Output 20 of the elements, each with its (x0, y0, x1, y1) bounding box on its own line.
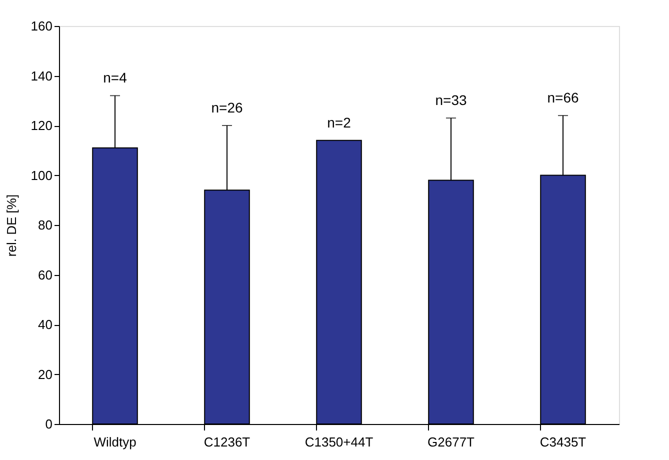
y-tick-label: 160 (30, 18, 52, 34)
x-tick-label: Wildtyp (94, 434, 136, 450)
x-tick-label: C1350+44T (304, 434, 374, 450)
annotation: n=26 (211, 100, 243, 116)
annotation: n=66 (547, 90, 579, 106)
x-tick-label: C3435T (540, 434, 586, 450)
y-tick-label: 0 (45, 416, 52, 432)
x-tick-label: C1236T (204, 434, 250, 450)
annotation: n=4 (103, 70, 128, 86)
y-axis-title: rel. DE [%] (4, 194, 19, 257)
y-tick-label: 120 (30, 118, 52, 133)
y-tick-label: 40 (38, 317, 52, 332)
annotation: n=33 (435, 92, 467, 108)
y-tick-label: 20 (38, 366, 52, 382)
y-tick-label: 80 (38, 218, 52, 232)
y-tick-label: 60 (38, 267, 52, 282)
y-tick-label: 100 (30, 168, 52, 183)
x-tick-label: G2677T (428, 434, 475, 450)
y-tick-label: 140 (30, 68, 52, 84)
annotation: n=2 (327, 114, 352, 130)
